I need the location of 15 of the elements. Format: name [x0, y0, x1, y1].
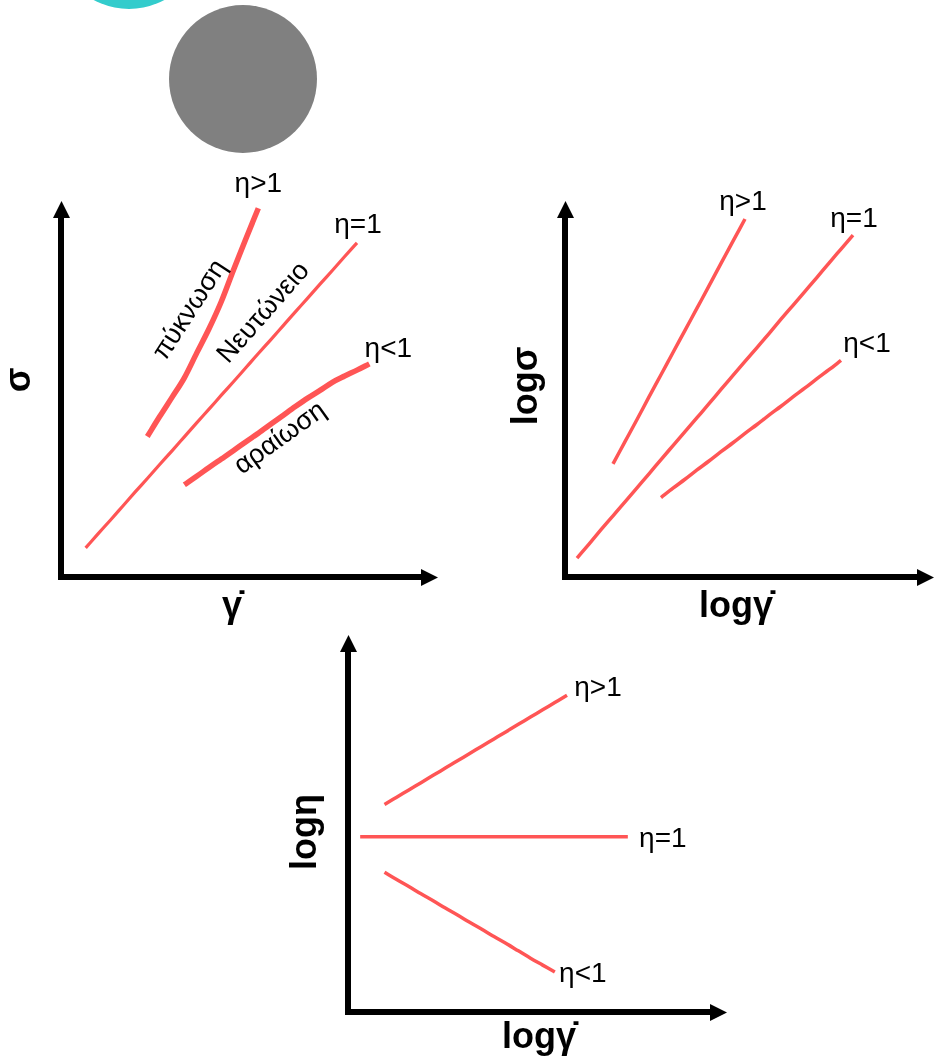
series-label: η<1	[364, 331, 413, 363]
series-label: η=1	[639, 821, 687, 853]
series-label: η>1	[234, 166, 283, 198]
y-axis-title: logσ	[503, 346, 545, 426]
series-label: η<1	[843, 327, 891, 359]
x-axis-title: γ̇	[221, 583, 246, 625]
series-label: η=1	[334, 207, 382, 239]
x-axis-title: logγ̇	[698, 583, 776, 625]
series-label: η>1	[574, 670, 622, 702]
series-label: η=1	[830, 201, 878, 233]
y-axis-title: logη	[282, 794, 324, 870]
series-label: η>1	[719, 184, 767, 216]
y-axis-title: σ	[0, 367, 38, 393]
series-label: η<1	[559, 956, 607, 988]
x-axis-title: logγ̇	[501, 1014, 579, 1056]
